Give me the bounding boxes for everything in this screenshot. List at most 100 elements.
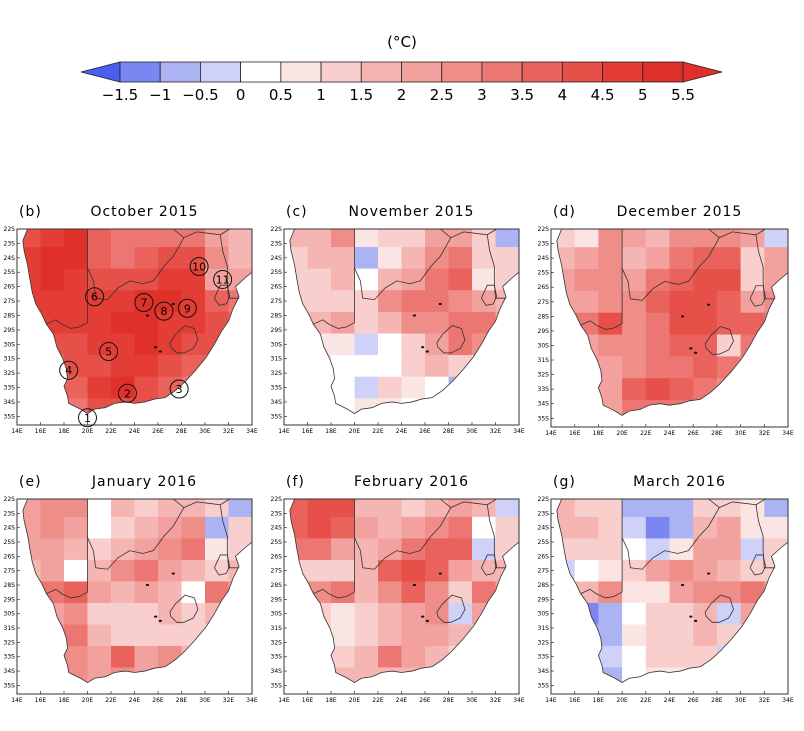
heatmap-cell [40, 333, 65, 356]
heatmap-cell [289, 499, 309, 518]
heatmap-cell [401, 247, 426, 270]
station-circle [189, 256, 209, 276]
country-border [708, 498, 720, 508]
heatmap-cell [574, 229, 599, 248]
heatmap-cell [22, 398, 42, 414]
heatmap-cell [556, 645, 576, 669]
lake-marker [693, 619, 698, 622]
y-tick-label: 32S [271, 370, 283, 377]
country-border [580, 320, 623, 330]
heatmap-cell [764, 624, 788, 647]
x-tick-label: 20E [82, 697, 94, 704]
heatmap-cell [331, 516, 356, 540]
heatmap-cell [87, 667, 112, 683]
colorbar-tick-label: −0.5 [182, 86, 218, 104]
heatmap-cell [331, 290, 356, 313]
y-tick-label: 29S [4, 596, 16, 603]
colorbar-unit-label: (°C) [387, 33, 417, 51]
y-tick-label: 34S [4, 399, 16, 406]
heatmap-cell [622, 499, 647, 518]
heatmap-cell [307, 624, 332, 647]
x-tick-label: 18E [325, 428, 337, 435]
coastline [556, 498, 789, 683]
y-tick-label: 27S [271, 568, 283, 575]
station-circle [154, 301, 174, 321]
x-tick-label: 24E [396, 697, 408, 704]
colorbar-extend-min [80, 61, 121, 83]
y-tick-label: 27S [271, 298, 283, 305]
heatmap-cell [378, 355, 403, 378]
heatmap-cell [158, 538, 183, 561]
heatmap-cell [181, 398, 206, 414]
station-marker: 10 [189, 256, 209, 276]
heatmap-cell [574, 378, 599, 401]
heatmap-cell [693, 667, 718, 683]
heatmap-cell [134, 516, 159, 540]
heatmap-cell [598, 247, 623, 270]
heatmap-cell [228, 602, 252, 626]
heatmap-cell [669, 624, 694, 647]
heatmap-cell [764, 499, 788, 518]
heatmap-cell [158, 516, 183, 540]
heatmap-cell [472, 333, 497, 356]
x-tick-label: 16E [302, 697, 314, 704]
heatmap-cell [556, 516, 576, 540]
heatmap-cell [740, 290, 765, 314]
heatmap-cell [64, 499, 89, 518]
heatmap-cell [354, 333, 379, 356]
heatmap-cell [354, 268, 379, 291]
heatmap-cell [228, 247, 252, 270]
y-tick-label: 33S [538, 654, 550, 661]
heatmap-cell [716, 247, 742, 270]
heatmap-cell [598, 312, 623, 336]
heatmap-cell [181, 559, 206, 583]
heatmap-cell [181, 645, 206, 669]
heatmap-cell [40, 559, 65, 583]
heatmap-cell [598, 334, 623, 357]
y-tick-label: 30S [538, 611, 550, 618]
y-tick-label: 23S [4, 510, 16, 517]
x-tick-label: 32E [223, 428, 235, 435]
heatmap-cell [645, 499, 671, 518]
coastline [22, 228, 253, 414]
panel-title: March 2016 [633, 474, 726, 490]
heatmap-cell [111, 268, 136, 291]
y-tick-label: 31S [271, 625, 283, 632]
heatmap-cell [645, 356, 671, 379]
x-tick-label: 32E [759, 430, 771, 437]
heatmap-cell [228, 667, 252, 683]
heatmap-cell [556, 247, 576, 270]
heatmap-cell [289, 333, 309, 356]
x-tick-label: 22E [372, 697, 384, 704]
heatmap-cell [448, 559, 473, 583]
heatmap-cell [22, 559, 42, 583]
heatmap-cell [495, 311, 519, 335]
colorbar: (°C) −1.5 −1 −0.5 0 0.5 1 1.5 2 2.5 3 3.5 4 4.5 5 5.5 [80, 33, 723, 104]
heatmap-cell [289, 355, 309, 378]
station-marker: 8 [154, 301, 174, 321]
station-label: 9 [184, 302, 191, 315]
heatmap-cell [740, 312, 765, 336]
heatmap-cell [716, 581, 742, 604]
heatmap-cell [354, 538, 379, 561]
station-circle [213, 269, 233, 289]
coastline [556, 228, 789, 416]
heatmap-cell [622, 269, 647, 292]
country-border [220, 228, 230, 236]
lake-marker [438, 302, 442, 306]
heatmap-cell [331, 333, 356, 356]
heatmap-cell [669, 378, 694, 401]
heatmap-cell [448, 355, 473, 378]
heatmap-cell [64, 290, 89, 313]
heatmap-cell [378, 376, 403, 399]
heatmap-cell [574, 334, 599, 357]
heatmap-cell [425, 247, 450, 270]
station-label: 8 [160, 305, 167, 318]
heatmap-cell [205, 602, 230, 626]
heatmap-cell [158, 499, 183, 518]
heatmap-cell [645, 581, 671, 604]
heatmap-cell [134, 355, 159, 378]
x-tick-label: 26E [152, 697, 164, 704]
heatmap-cell [740, 400, 765, 416]
heatmap-cell [598, 290, 623, 314]
